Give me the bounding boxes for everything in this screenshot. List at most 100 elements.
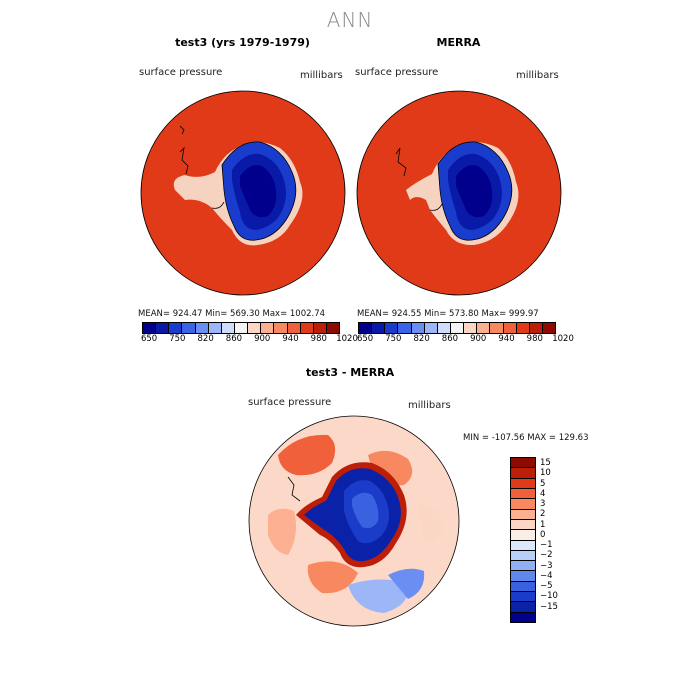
colorbar-tick-label: 2 [540,509,546,520]
colorbar-swatch [287,323,301,333]
colorbar-swatches [142,322,340,334]
colorbar-swatch [169,323,183,333]
colorbar-tick-label: 980 [310,334,327,344]
colorbar-ticks: 650 750 820 860 900 940 980 1020 [356,334,574,346]
colorbar-tick-label: 650 [356,334,374,344]
panel-title-diff: test3 - MERRA [305,366,395,379]
colorbar-swatch [511,488,535,500]
variable-label-test3: surface pressure [139,67,223,78]
colorbar-tick-label: −1 [540,540,553,551]
stats-diff: MIN = -107.56 MAX = 129.63 [463,433,589,443]
colorbar-tick-label: −2 [540,550,553,561]
units-label-diff: millibars [408,400,451,411]
colorbar-swatches [358,322,556,334]
colorbar-tick-label: 820 [197,334,214,344]
colorbar-swatch [511,571,535,582]
stats-test3: MEAN= 924.47 Min= 569.30 Max= 1002.74 [138,309,326,319]
colorbar-tick-label: 750 [169,334,186,344]
colorbar-test3: 650 750 820 860 900 940 980 1020 [140,322,358,346]
colorbar-tick-label: 820 [413,334,430,344]
colorbar-swatch [516,323,530,333]
colorbar-diff-swatches [510,457,536,623]
colorbar-tick-label: 750 [385,334,402,344]
colorbar-swatch [511,468,535,479]
colorbar-tick-label: 860 [225,334,243,344]
colorbar-tick-label: 3 [540,499,546,510]
colorbar-swatch [511,561,535,572]
colorbar-swatch [511,530,535,541]
colorbar-tick-label: 860 [441,334,459,344]
colorbar-swatch [464,323,478,333]
colorbar-tick-label: −4 [540,570,553,581]
units-label-merra: millibars [516,70,559,81]
colorbar-tick-label: 650 [140,334,158,344]
colorbar-tick-label: 0 [540,529,546,540]
colorbar-swatch [511,478,535,489]
stats-merra: MEAN= 924.55 Min= 573.80 Max= 999.97 [357,309,539,319]
colorbar-swatch [511,550,535,562]
colorbar-tick-label: 900 [254,334,271,344]
colorbar-ticks: 650 750 820 860 900 940 980 1020 [140,334,358,346]
colorbar-diff [510,457,536,623]
colorbar-swatch [156,323,170,333]
variable-label-merra: surface pressure [355,67,439,78]
colorbar-swatch [529,323,543,333]
colorbar-swatch [424,323,438,333]
colorbar-swatch [511,519,535,531]
map-merra [356,90,562,296]
panel-title-test3: test3 (yrs 1979-1979) [175,36,310,49]
colorbar-tick-label: 1020 [336,334,358,344]
colorbar-swatch [248,323,262,333]
map-diff [248,415,460,627]
colorbar-swatch [221,323,235,333]
colorbar-diff-ticks: 15 10 5 4 3 2 1 0 −1 −2 −3 −4 −5 −10 −15 [540,457,580,621]
colorbar-swatch [274,323,288,333]
colorbar-swatch [234,323,249,333]
colorbar-swatch [195,323,209,333]
panel-title-merra: MERRA [436,36,481,49]
variable-label-diff: surface pressure [248,397,332,408]
colorbar-tick-label: 1020 [552,334,574,344]
colorbar-tick-label: 940 [282,334,299,344]
colorbar-swatch [511,499,535,510]
colorbar-swatch [511,540,535,551]
colorbar-swatch [511,592,535,603]
colorbar-swatch [182,323,196,333]
colorbar-swatch [511,581,535,593]
colorbar-swatch [326,323,340,333]
colorbar-tick-label: 900 [470,334,487,344]
units-label-test3: millibars [300,70,343,81]
colorbar-swatch [503,323,517,333]
colorbar-merra: 650 750 820 860 900 940 980 1020 [356,322,574,346]
page-title: ANN [326,8,374,32]
colorbar-tick-label: 4 [540,488,546,499]
colorbar-tick-label: −5 [540,581,553,592]
colorbar-tick-label: 1 [540,519,546,530]
colorbar-tick-label: 980 [526,334,543,344]
colorbar-tick-label: 5 [540,478,546,489]
colorbar-swatch [411,323,425,333]
colorbar-swatch [511,602,535,613]
colorbar-swatch [398,323,412,333]
colorbar-tick-label: 10 [540,468,551,479]
colorbar-tick-label: −15 [540,601,558,612]
colorbar-tick-label: 15 [540,458,551,469]
colorbar-swatch [208,323,222,333]
colorbar-swatch [385,323,399,333]
colorbar-swatch [372,323,386,333]
colorbar-swatch [490,323,504,333]
colorbar-swatch [542,323,556,333]
colorbar-swatch [511,612,535,622]
colorbar-swatch [359,323,373,333]
colorbar-tick-label: −3 [540,560,553,571]
colorbar-swatch [143,323,157,333]
colorbar-tick-label: 940 [498,334,515,344]
colorbar-swatch [437,323,451,333]
colorbar-swatch [450,323,465,333]
colorbar-tick-label: −10 [540,591,558,602]
colorbar-swatch [511,509,535,520]
map-test3 [140,90,346,296]
colorbar-swatch [313,323,327,333]
colorbar-swatch [511,458,535,469]
colorbar-swatch [477,323,491,333]
